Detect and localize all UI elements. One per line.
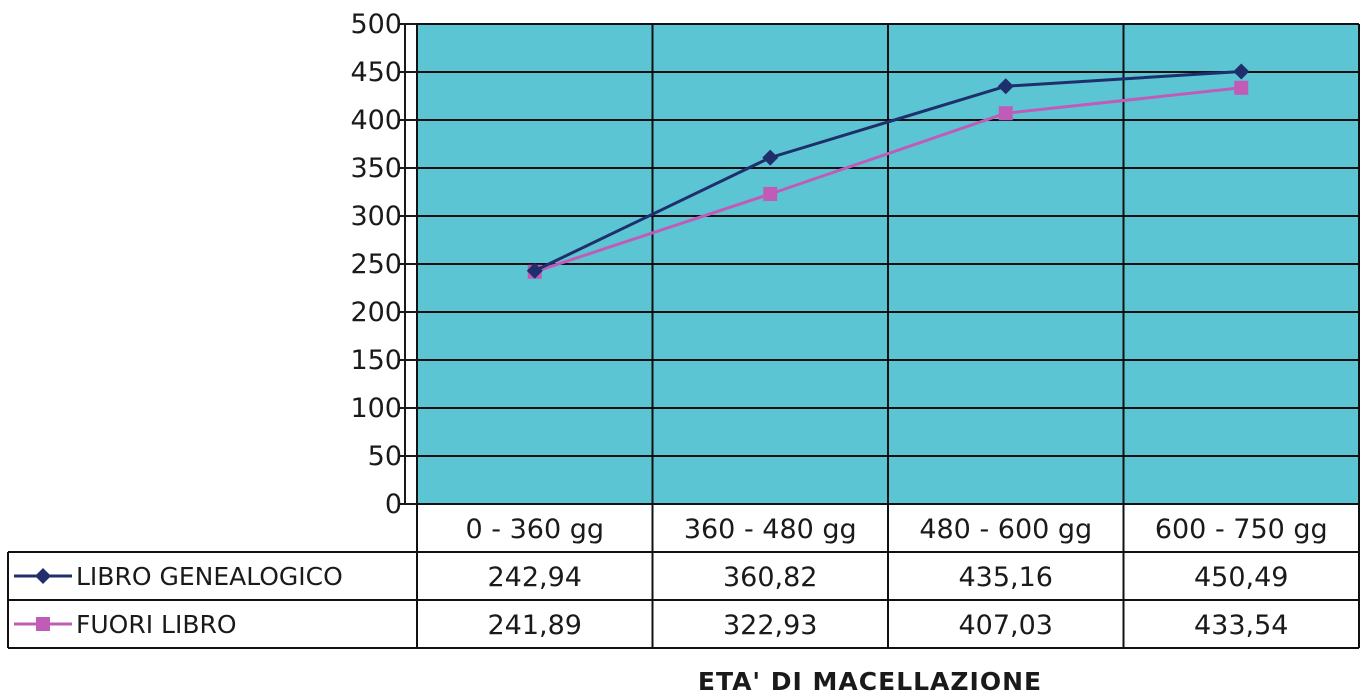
data-cell: 242,94	[488, 562, 582, 593]
data-point	[998, 106, 1013, 121]
data-point	[763, 186, 778, 201]
data-point	[1233, 63, 1250, 80]
legend-marker	[35, 568, 51, 584]
y-tick-label: 300	[350, 201, 402, 232]
y-axis: 0 50 100 150 200 250 300 350 400 450 500	[350, 9, 417, 520]
data-cell: 407,03	[959, 610, 1053, 641]
y-tick-label: 0	[385, 489, 402, 520]
data-cell: 241,89	[488, 610, 582, 641]
legend-label: FUORI LIBRO	[76, 610, 237, 639]
y-tick-label: 250	[350, 249, 402, 280]
data-cell: 450,49	[1194, 562, 1288, 593]
y-tick-label: 400	[350, 105, 402, 136]
data-cell: 433,54	[1194, 610, 1288, 641]
y-tick-label: 500	[350, 9, 402, 40]
category-label: 0 - 360 gg	[466, 514, 604, 545]
category-label: 600 - 750 gg	[1155, 514, 1328, 545]
data-table: 0 - 360 gg 360 - 480 gg 480 - 600 gg 600 - …	[7, 514, 1359, 649]
x-axis-label: ETA' DI MACELLAZIONE	[698, 667, 1042, 696]
data-point	[997, 78, 1014, 95]
series-line	[534, 70, 1242, 273]
y-tick-label: 350	[350, 153, 402, 184]
data-cell: 322,93	[723, 610, 817, 641]
data-point	[1234, 80, 1249, 95]
y-tick-label: 100	[350, 393, 402, 424]
legend-marker	[36, 617, 50, 631]
y-tick-label: 150	[350, 345, 402, 376]
data-cell: 360,82	[723, 562, 817, 593]
y-tick-label: 450	[350, 57, 402, 88]
data-point	[762, 149, 779, 166]
series-lines	[526, 63, 1250, 279]
y-tick-label: 200	[350, 297, 402, 328]
series-line	[534, 86, 1242, 274]
vertical-gridlines	[416, 24, 1360, 648]
category-label: 360 - 480 gg	[684, 514, 857, 545]
data-cell: 435,16	[959, 562, 1053, 593]
legend-label: LIBRO GENEALOGICO	[76, 562, 343, 591]
y-tick-label: 50	[368, 441, 402, 472]
data-point	[526, 262, 543, 279]
category-label: 480 - 600 gg	[919, 514, 1092, 545]
